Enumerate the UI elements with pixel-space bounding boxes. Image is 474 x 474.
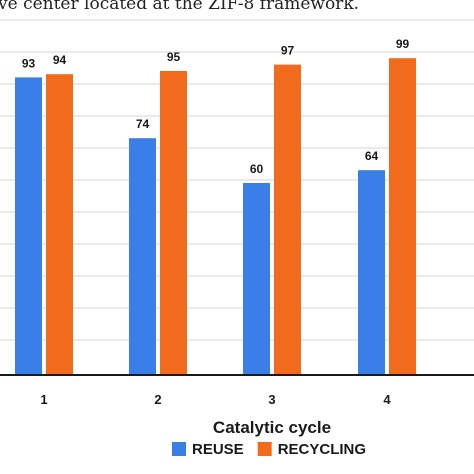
data-label: 99: [396, 37, 410, 51]
x-tick-label: 2: [154, 392, 161, 407]
bar-recycling-4: [389, 58, 416, 375]
legend-label-reuse: REUSE: [192, 441, 244, 458]
bar-recycling-2: [160, 71, 187, 375]
legend-swatch-reuse: [172, 442, 186, 456]
figure-caption: ve center located at the ZIF-8 framework…: [0, 0, 360, 14]
bar-reuse-2: [129, 138, 156, 375]
x-tick-label: 4: [383, 392, 391, 407]
bar-reuse-1: [15, 77, 42, 376]
legend-swatch-recycling: [257, 442, 272, 456]
bar-reuse-3: [243, 183, 270, 375]
data-label: 74: [136, 117, 150, 131]
data-label: 94: [53, 53, 67, 67]
bar-reuse-4: [358, 170, 385, 375]
data-label: 93: [22, 56, 36, 70]
x-tick-label: 1: [40, 392, 47, 407]
data-label: 60: [250, 162, 264, 176]
bar-recycling-1: [46, 74, 73, 375]
bar-recycling-3: [274, 64, 301, 375]
data-label: 95: [167, 50, 181, 64]
x-axis-title: Catalytic cycle: [213, 418, 331, 437]
legend-label-recycling: RECYCLING: [278, 441, 366, 458]
x-tick-label: 3: [268, 392, 275, 407]
data-label: 97: [281, 44, 295, 58]
data-label: 64: [365, 149, 379, 163]
